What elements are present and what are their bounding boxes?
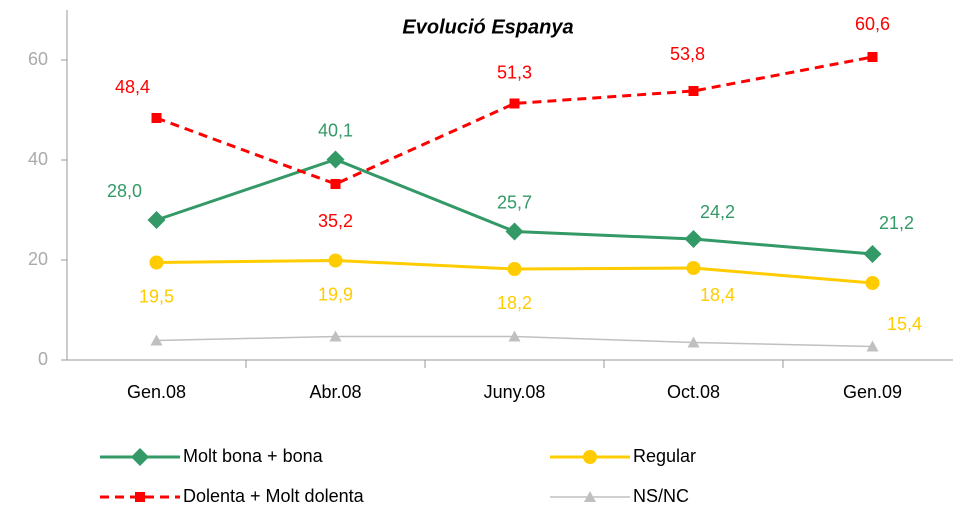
- point: [329, 330, 342, 342]
- point: [686, 261, 701, 275]
- y-tick-label: 0: [38, 349, 48, 369]
- point: [867, 52, 878, 62]
- point: [330, 179, 341, 189]
- x-tick-label: Abr.08: [309, 382, 361, 402]
- point: [866, 340, 879, 352]
- data-label: 51,3: [497, 62, 532, 82]
- data-label: 21,2: [879, 213, 914, 233]
- series-line: [155, 55, 873, 186]
- legend-label: Regular: [633, 446, 696, 466]
- data-label: 28,0: [107, 181, 142, 201]
- data-label: 18,2: [497, 293, 532, 313]
- point: [149, 255, 164, 270]
- data-label: 25,7: [497, 192, 532, 212]
- point: [509, 98, 520, 109]
- point: [147, 211, 166, 229]
- x-tick-label: Gen.08: [127, 382, 186, 402]
- point: [684, 230, 703, 248]
- point: [150, 334, 163, 346]
- y-tick-label: 60: [28, 49, 48, 69]
- point: [151, 113, 162, 123]
- x-tick-label: Juny.08: [484, 382, 546, 402]
- point: [865, 276, 880, 290]
- y-tick-label: 20: [28, 249, 48, 269]
- legend-label: NS/NC: [633, 486, 689, 506]
- x-tick-label: Gen.09: [843, 382, 902, 402]
- point: [507, 262, 522, 276]
- data-label: 19,5: [139, 286, 174, 306]
- data-label: 40,1: [318, 120, 353, 140]
- data-label: 24,2: [700, 202, 735, 222]
- chart-title: Evolució Espanya: [402, 16, 573, 38]
- point: [328, 253, 343, 268]
- legend-marker: [135, 492, 145, 502]
- legend-marker: [131, 448, 149, 466]
- y-tick-label: 40: [28, 149, 48, 169]
- data-label: 35,2: [318, 211, 353, 231]
- point: [508, 330, 521, 342]
- legend-label: Molt bona + bona: [183, 446, 324, 466]
- point: [687, 336, 700, 348]
- point: [688, 86, 699, 96]
- legend-marker: [584, 491, 596, 502]
- data-label: 60,6: [855, 14, 890, 34]
- point: [326, 150, 345, 169]
- data-label: 15,4: [887, 314, 922, 334]
- data-label: 53,8: [670, 44, 705, 64]
- point: [505, 222, 524, 241]
- x-tick-label: Oct.08: [667, 382, 720, 402]
- legend-label: Dolenta + Molt dolenta: [183, 486, 365, 506]
- data-label: 48,4: [115, 77, 150, 97]
- point: [863, 245, 882, 263]
- data-label: 19,9: [318, 284, 353, 304]
- legend-marker: [583, 450, 597, 464]
- data-label: 18,4: [700, 285, 735, 305]
